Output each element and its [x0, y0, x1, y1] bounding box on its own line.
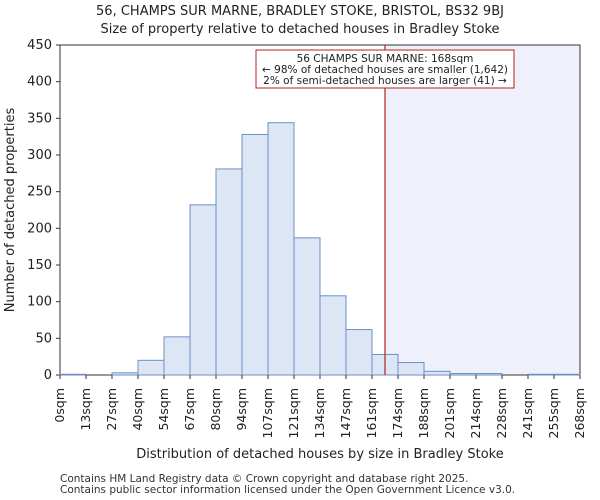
bar [163, 336, 191, 376]
bar [267, 122, 295, 376]
annotation-line-1: 56 CHAMPS SUR MARNE: 168sqm [297, 53, 474, 65]
bar [189, 204, 217, 376]
bar [423, 370, 451, 376]
chart-subtitle: Size of property relative to detached ho… [100, 22, 500, 37]
x-tick-label: 27sqm [104, 388, 119, 431]
footer-line-2: Contains public sector information licen… [60, 484, 516, 496]
bar [137, 359, 165, 376]
bar-chart: 0 50 100 150 200 250 300 350 400 450 0sqm 13sqm 27sq… [3, 38, 587, 462]
annotation-box [255, 49, 515, 89]
y-tick-label: 0 [44, 368, 52, 383]
x-tick-label: 188sqm [416, 388, 431, 438]
footer-line-1: Contains HM Land Registry data © Crown c… [60, 473, 469, 485]
annotation-line-2: ← 98% of detached houses are smaller (1,… [262, 64, 508, 76]
y-tick-label: 200 [27, 221, 52, 236]
x-tick-label: 214sqm [468, 388, 483, 438]
y-tick-label: 50 [35, 331, 52, 346]
x-tick-label: 255sqm [546, 388, 561, 438]
y-tick-label: 300 [27, 148, 52, 163]
chart-title: 56, CHAMPS SUR MARNE, BRADLEY STOKE, BRI… [96, 4, 504, 19]
x-tick-label: 268sqm [572, 388, 587, 438]
annotation-line-3: 2% of semi-detached houses are larger (4… [263, 75, 507, 87]
bar [319, 295, 347, 376]
larger-region-shade [385, 45, 580, 375]
bar [111, 372, 139, 376]
x-tick-label: 107sqm [260, 388, 275, 438]
x-tick-label: 174sqm [390, 388, 405, 438]
bar [449, 373, 477, 376]
y-tick-label: 450 [27, 38, 52, 53]
x-tick-label: 201sqm [442, 388, 457, 438]
x-tick-label: 13sqm [78, 388, 93, 431]
x-tick-label: 228sqm [494, 388, 509, 438]
x-tick-label: 161sqm [364, 388, 379, 438]
x-tick-label: 241sqm [520, 388, 535, 438]
bar [553, 373, 581, 376]
x-tick-label: 80sqm [208, 388, 223, 431]
x-tick-label: 40sqm [130, 388, 145, 431]
x-tick-label: 0sqm [52, 388, 67, 423]
bar [215, 168, 243, 376]
bar [293, 237, 321, 376]
y-tick-label: 100 [27, 295, 52, 310]
bar [527, 373, 555, 376]
bar [345, 329, 373, 376]
y-tick-label: 350 [27, 111, 52, 126]
x-tick-label: 147sqm [338, 388, 353, 438]
x-tick-label: 54sqm [156, 388, 171, 431]
bar [241, 133, 269, 376]
bar [475, 373, 503, 376]
y-axis-label: Number of detached properties [3, 108, 18, 313]
y-tick-label: 400 [27, 75, 52, 90]
y-tick-label: 250 [27, 185, 52, 200]
x-axis-label: Distribution of detached houses by size … [136, 447, 504, 462]
x-tick-label: 134sqm [312, 388, 327, 438]
bar [397, 362, 425, 376]
x-tick-label: 121sqm [286, 388, 301, 438]
y-tick-label: 150 [27, 258, 52, 273]
x-tick-label: 67sqm [182, 388, 197, 431]
x-tick-label: 94sqm [234, 388, 249, 431]
bar [59, 373, 87, 376]
